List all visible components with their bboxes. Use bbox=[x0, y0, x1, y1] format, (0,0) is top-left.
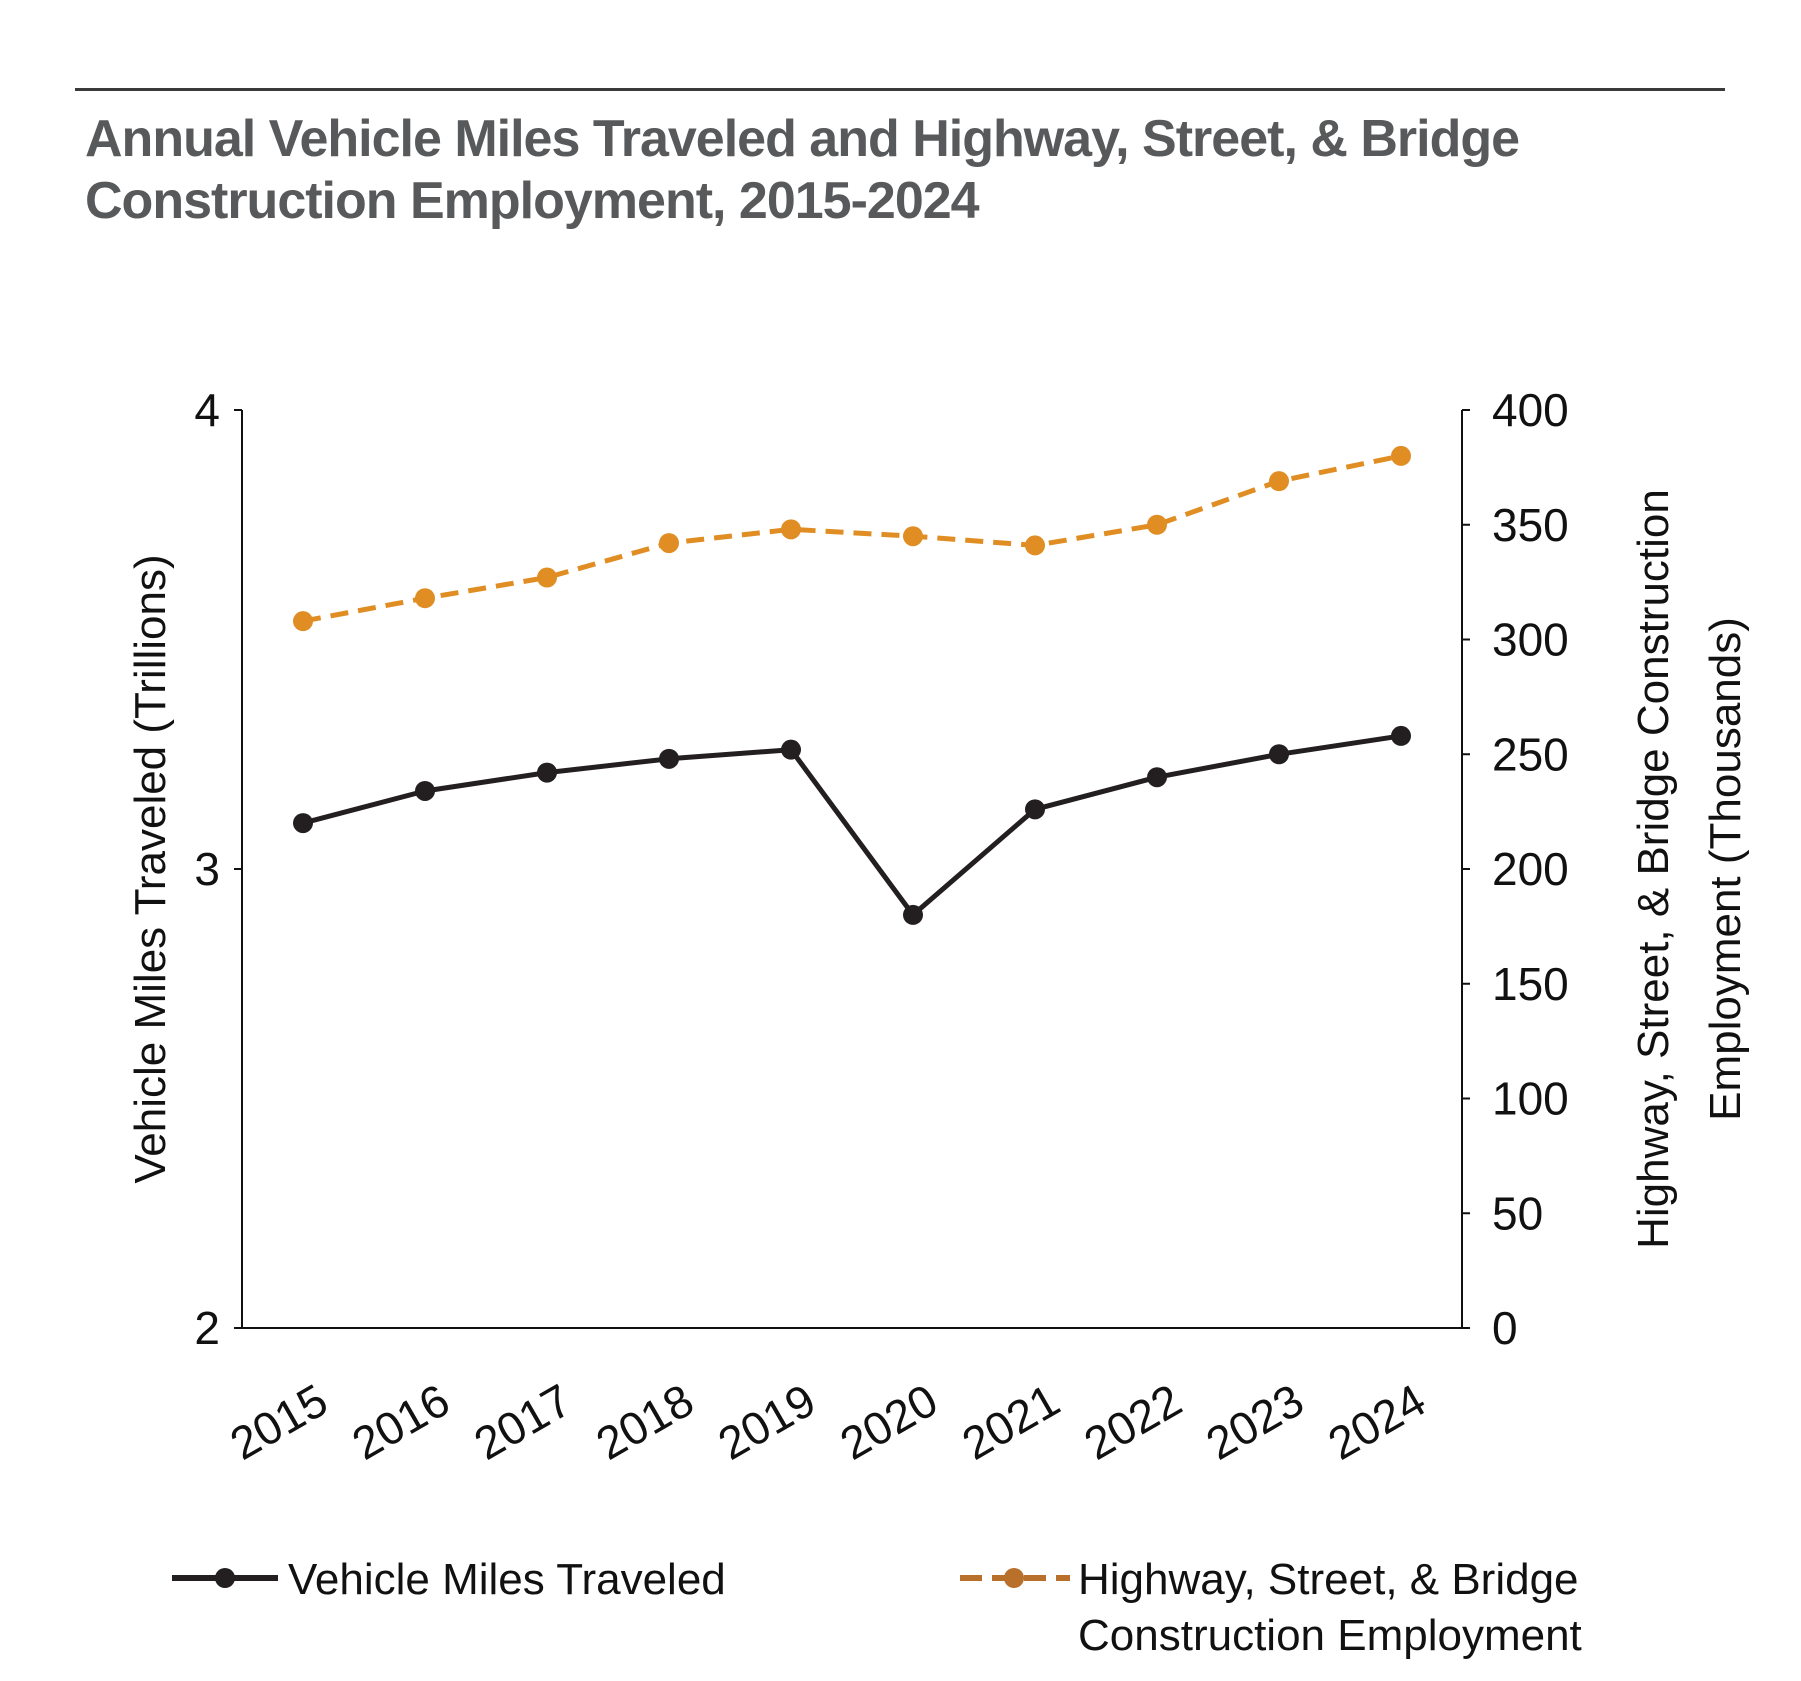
chart-title-line2: Construction Employment, 2015-2024 bbox=[85, 172, 980, 230]
data-point-1-2022 bbox=[1147, 514, 1167, 535]
left-tick-label: 4 bbox=[194, 384, 220, 436]
legend-swatch-employment-marker bbox=[1004, 1568, 1024, 1588]
x-tick-label: 2017 bbox=[465, 1374, 580, 1470]
x-tick-label: 2023 bbox=[1197, 1374, 1312, 1470]
data-point-0-2018 bbox=[659, 748, 679, 769]
data-point-1-2015 bbox=[293, 611, 313, 632]
data-point-1-2021 bbox=[1025, 535, 1045, 556]
axes bbox=[241, 410, 1463, 1329]
x-tick-label: 2021 bbox=[953, 1374, 1068, 1470]
title-rule bbox=[75, 88, 1725, 91]
data-point-0-2019 bbox=[781, 739, 801, 760]
right-tick-label: 0 bbox=[1492, 1302, 1518, 1354]
data-point-0-2021 bbox=[1025, 799, 1045, 820]
legend-label-employment-line2: Construction Employment bbox=[1078, 1611, 1582, 1660]
data-point-0-2022 bbox=[1147, 767, 1167, 788]
legend: Vehicle Miles Traveled Highway, Street, … bbox=[172, 1555, 1582, 1660]
series-line-0 bbox=[302, 733, 1402, 918]
legend-swatch-vmt-marker bbox=[215, 1568, 235, 1588]
data-point-1-2017 bbox=[537, 567, 557, 588]
data-point-1-2020 bbox=[903, 526, 923, 547]
data-point-1-2019 bbox=[781, 519, 801, 540]
data-point-0-2020 bbox=[903, 904, 923, 925]
x-tick-label: 2022 bbox=[1075, 1374, 1190, 1470]
chart-title-line1: Annual Vehicle Miles Traveled and Highwa… bbox=[85, 110, 1520, 168]
data-point-0-2015 bbox=[293, 813, 313, 834]
left-axis-label: Vehicle Miles Traveled (Trillions) bbox=[126, 554, 175, 1183]
right-tick-label: 50 bbox=[1492, 1187, 1543, 1239]
data-point-0-2024 bbox=[1391, 725, 1411, 746]
data-point-1-2023 bbox=[1269, 471, 1289, 492]
legend-label-employment-line1: Highway, Street, & Bridge bbox=[1078, 1555, 1579, 1604]
right-axis-ticks: 0 50 100 150 200 250 300 350 400 bbox=[1462, 384, 1569, 1354]
right-tick-label: 150 bbox=[1492, 958, 1569, 1010]
legend-item-employment: Highway, Street, & Bridge Construction E… bbox=[960, 1555, 1582, 1660]
data-point-1-2016 bbox=[415, 588, 435, 609]
legend-item-vmt: Vehicle Miles Traveled bbox=[172, 1555, 726, 1604]
x-tick-label: 2016 bbox=[343, 1374, 458, 1470]
series-layer bbox=[293, 445, 1411, 925]
right-tick-label: 350 bbox=[1492, 499, 1569, 551]
data-point-0-2017 bbox=[537, 762, 557, 783]
data-point-0-2016 bbox=[415, 780, 435, 801]
x-tick-label: 2018 bbox=[587, 1374, 702, 1470]
data-point-1-2024 bbox=[1391, 445, 1411, 466]
data-point-1-2018 bbox=[659, 533, 679, 554]
right-tick-label: 300 bbox=[1492, 614, 1569, 666]
left-tick-label: 2 bbox=[194, 1302, 220, 1354]
x-axis-ticks: 2015 2016 2017 2018 2019 2020 2021 2022 2023 2024 bbox=[221, 1374, 1434, 1470]
right-tick-label: 400 bbox=[1492, 384, 1569, 436]
legend-label-vmt: Vehicle Miles Traveled bbox=[288, 1555, 726, 1604]
series-line-1 bbox=[302, 453, 1402, 624]
x-tick-label: 2019 bbox=[709, 1374, 824, 1470]
left-axis-ticks: 2 3 4 bbox=[194, 384, 242, 1354]
data-point-0-2023 bbox=[1269, 744, 1289, 765]
chart-title: Annual Vehicle Miles Traveled and Highwa… bbox=[85, 108, 1685, 232]
right-axis-label-line1: Highway, Street, & Bridge Construction bbox=[1629, 489, 1678, 1249]
left-tick-label: 3 bbox=[194, 843, 220, 895]
right-tick-label: 100 bbox=[1492, 1073, 1569, 1125]
right-tick-label: 200 bbox=[1492, 843, 1569, 895]
right-axis-label-line2: Employment (Thousands) bbox=[1701, 617, 1750, 1121]
x-tick-label: 2015 bbox=[221, 1374, 336, 1470]
x-tick-label: 2024 bbox=[1319, 1374, 1434, 1470]
x-tick-label: 2020 bbox=[831, 1374, 946, 1470]
right-tick-label: 250 bbox=[1492, 728, 1569, 780]
